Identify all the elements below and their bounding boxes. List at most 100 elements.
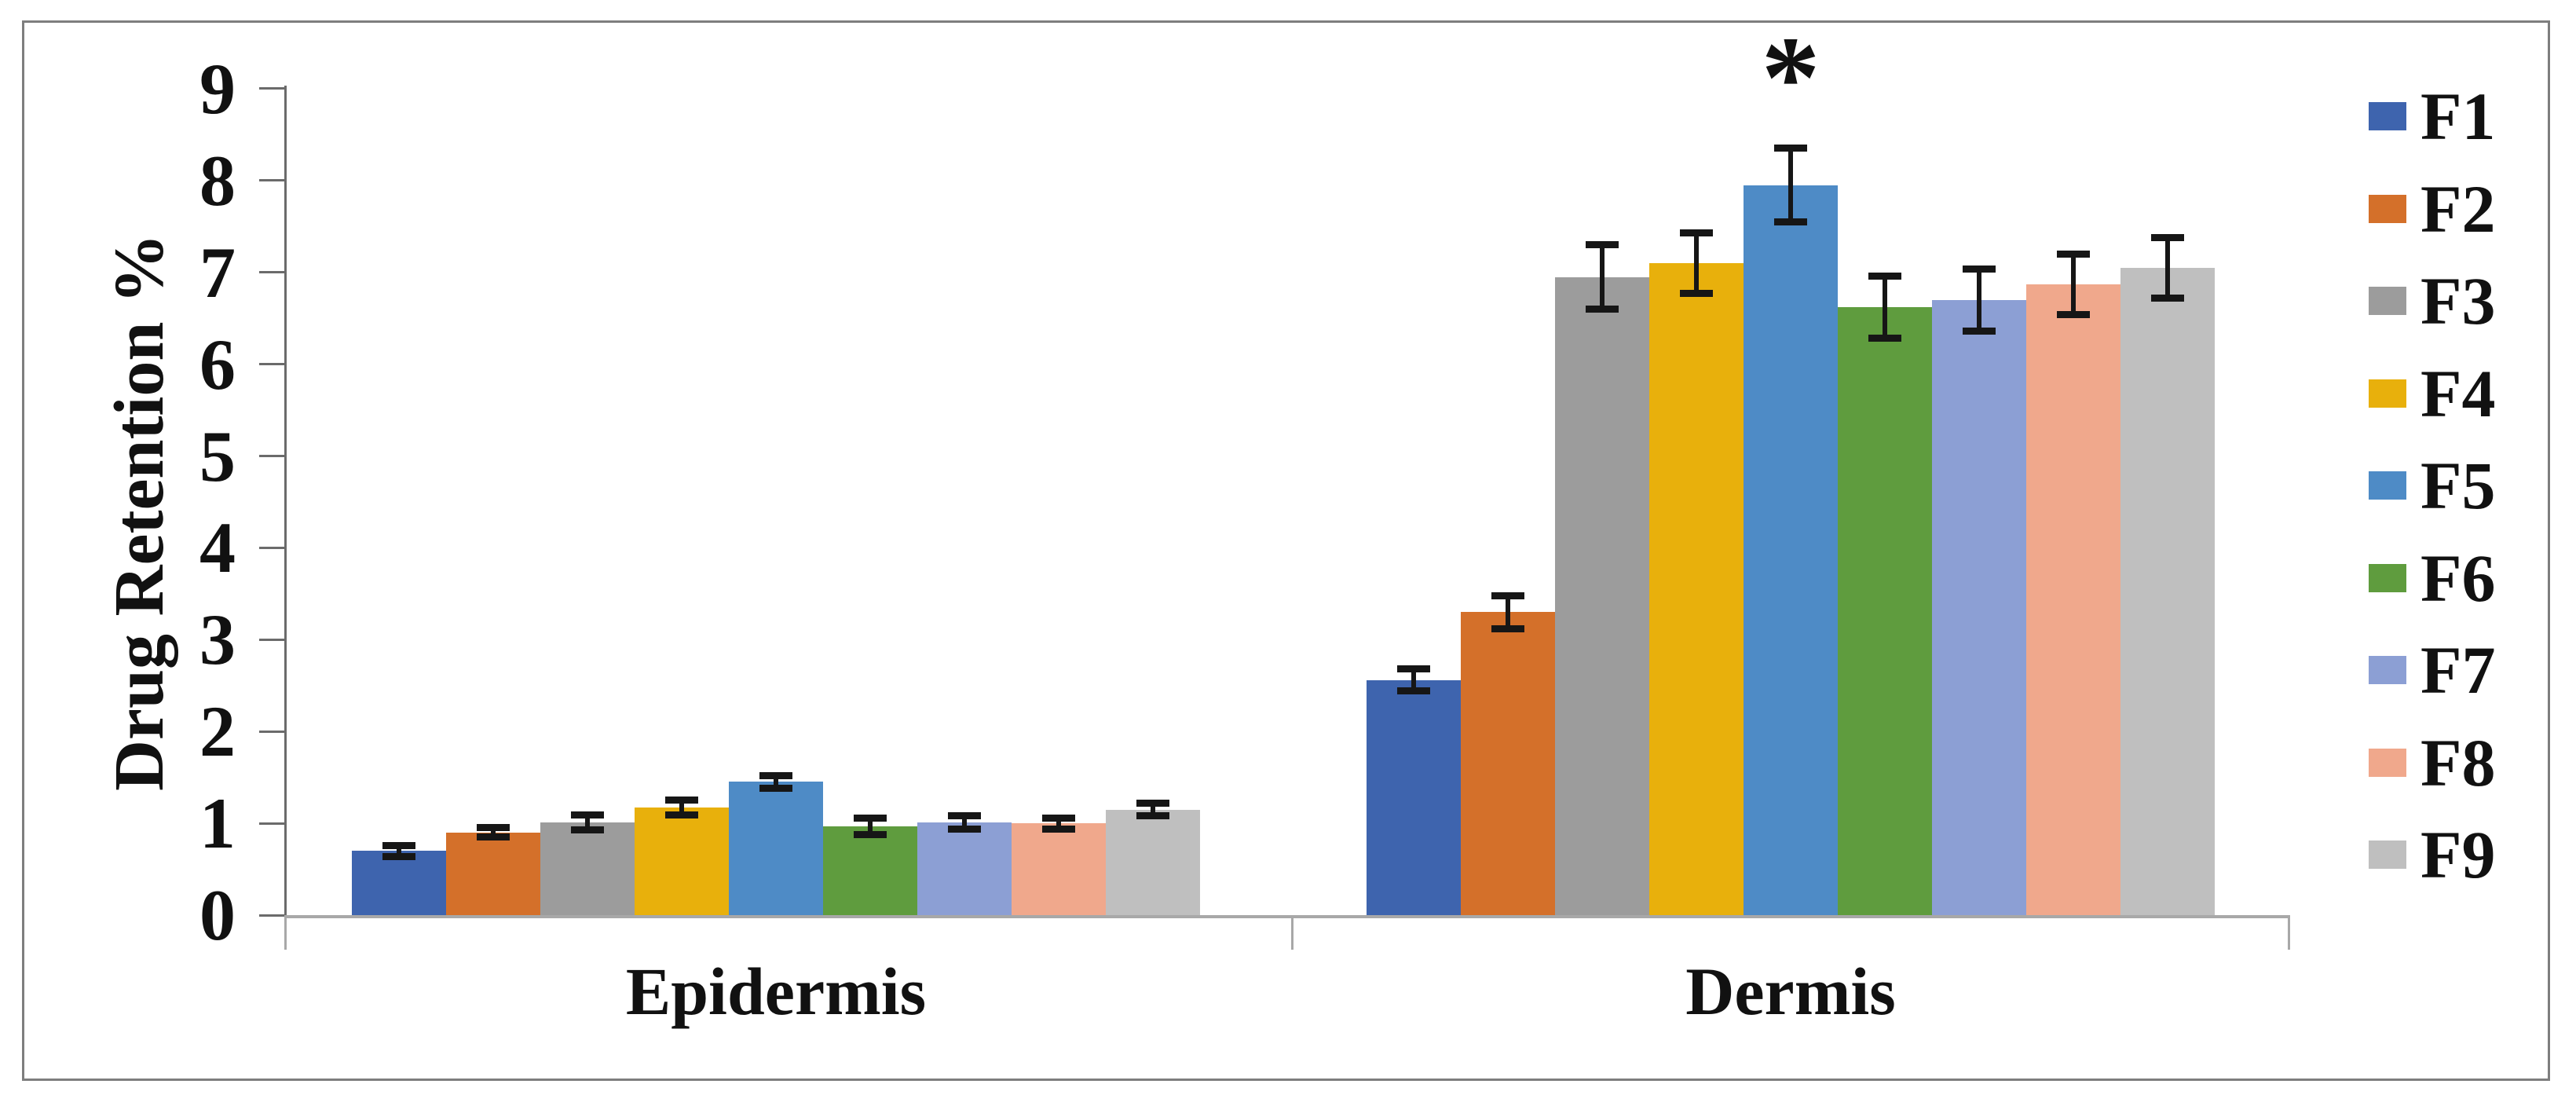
legend-label-F1: F1 bbox=[2420, 79, 2496, 154]
y-axis-tick-6 bbox=[259, 363, 284, 366]
y-axis-line bbox=[284, 85, 287, 918]
y-axis-tick-label-9: 9 bbox=[199, 48, 236, 129]
bar-F7-epidermis bbox=[917, 822, 1012, 915]
error-cap-bottom-F7-dermis bbox=[1963, 328, 1996, 335]
x-axis-boundary-tick-2 bbox=[2288, 915, 2290, 950]
y-axis-tick-1 bbox=[259, 822, 284, 825]
bar-F2-dermis bbox=[1461, 612, 1555, 915]
legend-swatch-F6 bbox=[2369, 563, 2406, 592]
error-bar-F9-dermis bbox=[2165, 237, 2170, 298]
y-axis-tick-9 bbox=[259, 87, 284, 90]
category-label-dermis: Dermis bbox=[1685, 954, 1896, 1029]
bar-F6-dermis bbox=[1838, 307, 1932, 915]
bar-F6-epidermis bbox=[823, 826, 917, 915]
y-axis-tick-5 bbox=[259, 455, 284, 457]
error-bar-F1-epidermis bbox=[397, 845, 401, 857]
error-bar-F2-dermis bbox=[1506, 595, 1510, 629]
y-axis-tick-3 bbox=[259, 638, 284, 641]
error-bar-F8-dermis bbox=[2071, 254, 2076, 315]
y-axis-tick-0 bbox=[259, 914, 284, 917]
error-cap-top-F5-dermis bbox=[1774, 145, 1807, 152]
legend-swatch-F8 bbox=[2369, 748, 2406, 777]
y-axis-tick-7 bbox=[259, 271, 284, 274]
error-cap-bottom-F3-dermis bbox=[1586, 305, 1619, 313]
significance-asterisk: * bbox=[1761, 12, 1820, 143]
error-bar-F6-dermis bbox=[1883, 276, 1887, 339]
y-axis-tick-label-6: 6 bbox=[199, 324, 236, 405]
error-cap-top-F1-epidermis bbox=[382, 841, 415, 849]
error-cap-top-F4-epidermis bbox=[665, 797, 698, 804]
error-cap-bottom-F7-epidermis bbox=[948, 825, 981, 833]
legend-label-F5: F5 bbox=[2420, 448, 2496, 523]
error-cap-bottom-F5-epidermis bbox=[759, 785, 792, 793]
error-cap-bottom-F6-dermis bbox=[1868, 335, 1901, 342]
error-cap-top-F1-dermis bbox=[1397, 665, 1430, 673]
legend-swatch-F1 bbox=[2369, 102, 2406, 130]
bar-F8-epidermis bbox=[1012, 823, 1106, 915]
error-cap-top-F2-epidermis bbox=[477, 824, 510, 832]
error-cap-top-F5-epidermis bbox=[759, 771, 792, 779]
legend-swatch-F2 bbox=[2369, 194, 2406, 223]
legend-label-F2: F2 bbox=[2420, 170, 2496, 247]
error-cap-bottom-F4-epidermis bbox=[665, 811, 698, 819]
bar-F1-epidermis bbox=[352, 851, 446, 915]
y-axis-tick-8 bbox=[259, 179, 284, 182]
bar-F8-dermis bbox=[2026, 284, 2120, 915]
legend-label-F4: F4 bbox=[2420, 355, 2496, 431]
error-cap-bottom-F5-dermis bbox=[1774, 218, 1807, 225]
error-cap-bottom-F4-dermis bbox=[1680, 290, 1713, 298]
error-cap-top-F8-epidermis bbox=[1042, 814, 1075, 822]
bar-F3-dermis bbox=[1555, 276, 1649, 915]
error-bar-F1-dermis bbox=[1411, 668, 1416, 691]
error-cap-top-F6-dermis bbox=[1868, 272, 1901, 280]
error-bar-F6-epidermis bbox=[868, 818, 873, 835]
error-cap-top-F9-epidermis bbox=[1136, 799, 1169, 807]
legend-label-F7: F7 bbox=[2420, 632, 2496, 708]
error-bar-F4-epidermis bbox=[679, 800, 684, 815]
error-cap-top-F3-dermis bbox=[1586, 241, 1619, 249]
y-axis-tick-label-1: 1 bbox=[199, 783, 236, 864]
error-cap-bottom-F1-dermis bbox=[1397, 687, 1430, 695]
legend-swatch-F5 bbox=[2369, 471, 2406, 500]
bar-F1-dermis bbox=[1367, 679, 1461, 915]
error-cap-top-F3-epidermis bbox=[571, 811, 604, 819]
legend-swatch-F7 bbox=[2369, 656, 2406, 684]
y-axis-tick-label-2: 2 bbox=[199, 691, 236, 772]
error-cap-bottom-F2-dermis bbox=[1491, 624, 1524, 632]
error-bar-F3-dermis bbox=[1600, 244, 1605, 309]
error-bar-F9-epidermis bbox=[1151, 803, 1155, 816]
bar-F5-dermis bbox=[1744, 185, 1838, 915]
legend-label-F6: F6 bbox=[2420, 540, 2496, 616]
error-cap-bottom-F6-epidermis bbox=[854, 830, 887, 838]
error-bar-F4-dermis bbox=[1694, 233, 1699, 294]
error-bar-F5-epidermis bbox=[774, 775, 778, 789]
x-axis-boundary-tick-1 bbox=[1291, 915, 1293, 950]
error-bar-F3-epidermis bbox=[585, 815, 590, 830]
y-axis-tick-label-5: 5 bbox=[199, 416, 236, 496]
y-axis-tick-2 bbox=[259, 730, 284, 733]
y-axis-tick-label-8: 8 bbox=[199, 140, 236, 221]
y-axis-tick-label-4: 4 bbox=[199, 507, 236, 588]
error-bar-F5-dermis bbox=[1788, 148, 1793, 222]
bar-F5-epidermis bbox=[729, 782, 823, 915]
bar-F9-epidermis bbox=[1106, 809, 1200, 915]
legend-swatch-F4 bbox=[2369, 379, 2406, 408]
error-bar-F7-epidermis bbox=[962, 815, 967, 830]
bar-F9-dermis bbox=[2120, 267, 2215, 915]
error-cap-top-F7-dermis bbox=[1963, 265, 1996, 273]
legend-label-F3: F3 bbox=[2420, 263, 2496, 339]
error-bar-F8-epidermis bbox=[1056, 818, 1061, 830]
y-axis-tick-label-3: 3 bbox=[199, 599, 236, 680]
error-cap-top-F6-epidermis bbox=[854, 814, 887, 822]
y-axis-tick-label-7: 7 bbox=[199, 232, 236, 313]
figure-border bbox=[22, 20, 2550, 1081]
error-bar-F7-dermis bbox=[1977, 269, 1981, 331]
legend-swatch-F3 bbox=[2369, 287, 2406, 315]
bar-F3-epidermis bbox=[540, 822, 635, 915]
y-axis-tick-4 bbox=[259, 546, 284, 549]
error-cap-bottom-F9-dermis bbox=[2151, 294, 2184, 302]
error-cap-bottom-F8-dermis bbox=[2057, 310, 2090, 318]
error-cap-bottom-F9-epidermis bbox=[1136, 812, 1169, 820]
